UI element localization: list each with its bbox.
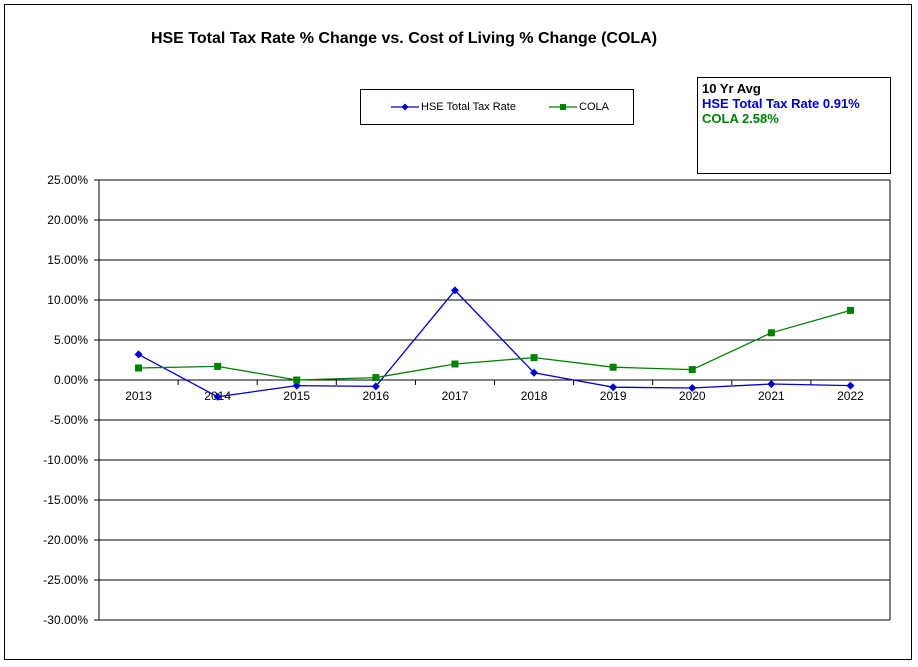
series-line-hse	[138, 289, 851, 398]
x-tick-label: 2013	[125, 389, 152, 403]
hse-point	[292, 381, 301, 390]
y-tick-label: 10.00%	[47, 293, 88, 307]
x-tick-label: 2015	[283, 389, 310, 403]
legend-hse-marker-icon	[391, 103, 419, 111]
y-tick-label: 0.00%	[54, 373, 88, 387]
hse-point	[688, 384, 697, 392]
cola-point	[846, 306, 854, 314]
hse-point	[371, 382, 380, 391]
chart-legend: HSE Total Tax Rate COLA	[360, 89, 634, 125]
x-tick-label: 2017	[442, 389, 469, 403]
cola-point	[530, 354, 538, 362]
chart-frame	[4, 4, 912, 660]
x-tick-label: 2022	[837, 389, 864, 403]
x-tick-label: 2020	[679, 389, 706, 403]
x-tick-label: 2019	[600, 389, 627, 403]
hse-point	[609, 383, 618, 392]
y-tick-label: -10.00%	[43, 453, 88, 467]
y-tick-label: -25.00%	[43, 573, 88, 587]
cola-point	[767, 329, 775, 337]
y-tick-label: 15.00%	[47, 253, 88, 267]
average-heading: 10 Yr Avg	[702, 81, 761, 96]
y-tick-label: -20.00%	[43, 533, 88, 547]
legend-label-hse: HSE Total Tax Rate	[421, 101, 516, 113]
legend-label-cola: COLA	[579, 101, 609, 113]
y-tick-label: 5.00%	[54, 333, 88, 347]
cola-point	[135, 364, 143, 372]
hse-point	[846, 381, 855, 390]
y-tick-label: -30.00%	[43, 613, 88, 627]
chart-title: HSE Total Tax Rate % Change vs. Cost of …	[150, 30, 658, 47]
cola-point	[688, 366, 696, 374]
average-box: 10 Yr Avg HSE Total Tax Rate 0.91% COLA …	[697, 77, 891, 174]
hse-point	[450, 286, 459, 295]
legend-cola-marker-icon	[549, 104, 577, 110]
x-tick-label: 2021	[758, 389, 785, 403]
hse-point	[134, 350, 143, 359]
average-cola: COLA 2.58%	[702, 111, 779, 126]
legend-item-cola: COLA	[549, 100, 609, 114]
y-tick-label: 25.00%	[47, 173, 88, 187]
hse-point	[767, 380, 776, 388]
y-tick-label: -15.00%	[43, 493, 88, 507]
y-tick-label: -5.00%	[50, 413, 88, 427]
series-line-cola	[138, 309, 851, 381]
x-tick-label: 2016	[362, 389, 389, 403]
hse-point	[530, 368, 539, 377]
cola-point	[372, 374, 380, 382]
legend-item-hse: HSE Total Tax Rate	[391, 100, 516, 114]
hse-point	[213, 392, 222, 401]
cola-point	[293, 376, 301, 384]
cola-point	[609, 363, 617, 371]
x-tick-label: 2018	[521, 389, 548, 403]
average-hse: HSE Total Tax Rate 0.91%	[702, 96, 860, 111]
y-tick-label: 20.00%	[47, 213, 88, 227]
cola-point	[451, 360, 459, 368]
cola-point	[214, 362, 222, 370]
